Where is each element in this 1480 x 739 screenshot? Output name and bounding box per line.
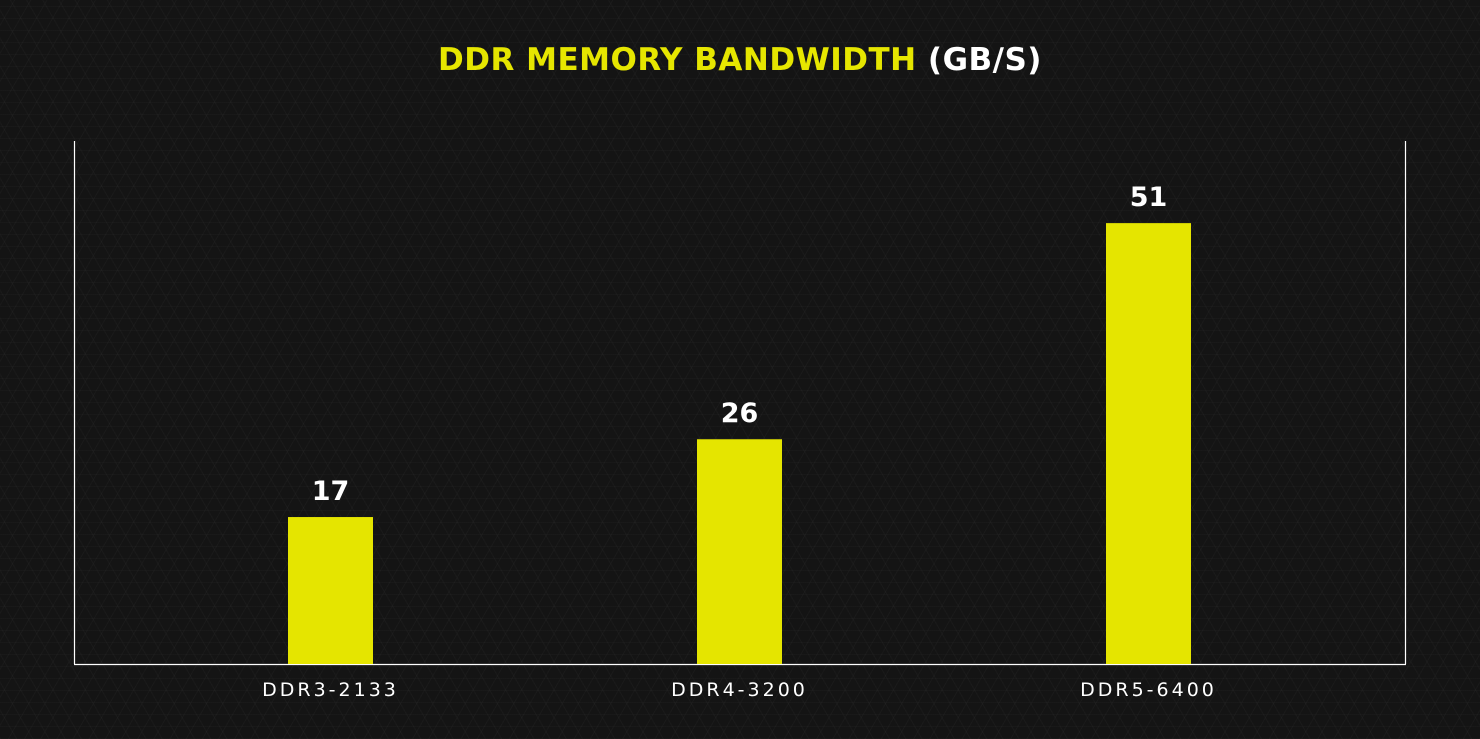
x-tick-label: DDR3-2133 xyxy=(262,679,399,701)
data-label: 51 xyxy=(1130,182,1168,213)
data-label: 17 xyxy=(312,476,350,507)
x-tick-label: DDR4-3200 xyxy=(671,679,808,701)
bar-ddr4-3200 xyxy=(697,439,782,664)
chart-title-unit: (GB/S) xyxy=(927,42,1042,78)
chart-title-main: DDR MEMORY BANDWIDTH xyxy=(438,42,917,78)
bar-ddr5-6400 xyxy=(1106,223,1191,664)
bar-ddr3-2133 xyxy=(288,517,373,664)
data-label: 26 xyxy=(721,398,759,429)
x-tick-label: DDR5-6400 xyxy=(1080,679,1217,701)
chart-title: DDR MEMORY BANDWIDTH (GB/S) xyxy=(0,42,1480,78)
